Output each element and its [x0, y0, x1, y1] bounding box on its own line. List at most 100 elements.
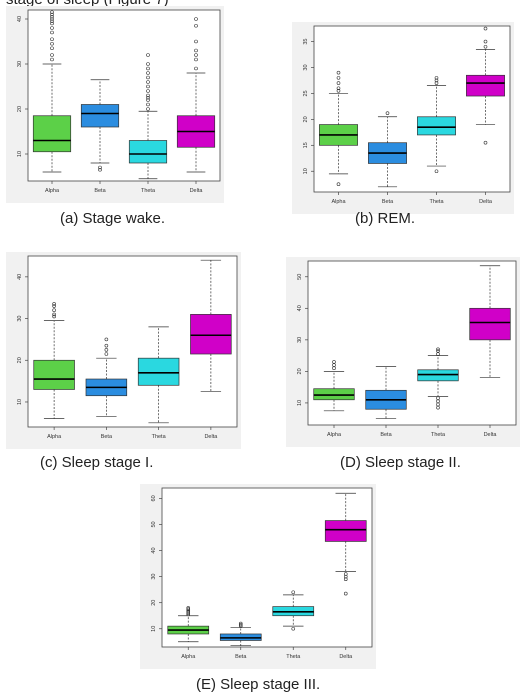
chart-panel-e: 10 20 30 40 50 60 Alpha Beta Theta Delta	[140, 484, 376, 669]
x-tick-label: Theta	[286, 654, 301, 660]
y-tick-label: 30	[17, 315, 23, 321]
caption-a: (a) Stage wake.	[60, 210, 166, 227]
outlier-point	[50, 57, 54, 62]
outlier-point	[291, 626, 296, 631]
outlier-point	[50, 14, 54, 19]
outlier-point	[104, 337, 109, 342]
x-tick-label: Beta	[380, 432, 392, 438]
y-tick-label: 20	[303, 116, 309, 122]
outlier-point	[434, 169, 439, 174]
outlier-point	[343, 572, 348, 576]
box-beta	[365, 366, 407, 420]
outlier-point	[483, 39, 488, 44]
outlier-point	[194, 39, 198, 44]
outlier-point	[146, 80, 150, 84]
outlier-point	[238, 623, 243, 627]
outlier-point	[434, 81, 439, 85]
y-tick-label: 40	[151, 547, 157, 553]
box-theta	[137, 326, 180, 424]
outlier-point	[50, 10, 54, 15]
outlier-point	[186, 607, 191, 612]
plot-frame	[27, 9, 221, 182]
outlier-point	[194, 17, 198, 21]
box-iqr	[324, 520, 367, 542]
box-theta	[417, 347, 459, 410]
outlier-point	[194, 23, 198, 28]
outlier-point	[238, 621, 243, 626]
chart-panel-b: 10 15 20 25 30 35 Alpha Beta Theta Delta	[292, 22, 514, 214]
x-tick-label: Delta	[204, 434, 218, 440]
outlier-point	[186, 612, 191, 617]
outlier-point	[434, 76, 439, 80]
y-tick-label: 40	[297, 305, 303, 311]
x-tick-label: Alpha	[45, 188, 60, 194]
box-delta	[176, 17, 216, 173]
chart-panel-c: 10 20 30 40 Alpha Beta Theta Delta	[6, 252, 241, 449]
x-tick-label: Theta	[429, 199, 444, 205]
outlier-point	[52, 308, 56, 313]
box-theta	[128, 53, 168, 180]
outlier-point	[483, 26, 488, 31]
y-tick-label: 20	[151, 600, 157, 606]
box-delta	[324, 492, 367, 596]
outlier-point	[146, 93, 150, 98]
outlier-point	[52, 314, 56, 319]
y-tick-label: 10	[297, 400, 303, 406]
y-tick-label: 40	[17, 274, 23, 280]
box-iqr	[417, 116, 456, 136]
x-tick-label: Beta	[382, 199, 394, 205]
boxplot-e: 10 20 30 40 50 60 Alpha Beta Theta Delta	[140, 484, 376, 669]
box-alpha	[32, 10, 72, 173]
y-tick-label: 10	[151, 626, 157, 632]
x-tick-label: Delta	[190, 188, 204, 194]
outlier-point	[50, 17, 54, 21]
outlier-point	[194, 66, 198, 71]
x-tick-label: Alpha	[47, 434, 62, 440]
outlier-point	[50, 46, 54, 51]
y-tick-label: 15	[303, 142, 309, 148]
x-tick-label: Alpha	[181, 654, 196, 660]
outlier-point	[336, 76, 341, 80]
outlier-point	[146, 95, 150, 100]
outlier-point	[186, 610, 191, 614]
outlier-point	[146, 53, 150, 57]
outlier-point	[146, 66, 150, 71]
outlier-point	[385, 111, 390, 115]
outlier-point	[336, 89, 341, 93]
y-tick-label: 20	[297, 368, 303, 374]
outlier-point	[483, 140, 488, 145]
caption-d: (D) Sleep stage II.	[340, 454, 461, 471]
x-tick-label: Delta	[484, 432, 498, 438]
y-tick-label: 60	[151, 495, 157, 501]
box-beta	[219, 621, 262, 647]
y-tick-label: 30	[151, 574, 157, 580]
outlier-point	[343, 574, 348, 579]
x-tick-label: Theta	[141, 188, 156, 194]
outlier-point	[104, 348, 109, 352]
y-tick-label: 10	[303, 168, 309, 174]
x-tick-label: Delta	[479, 199, 493, 205]
outlier-point	[146, 107, 150, 111]
outlier-point	[146, 98, 150, 102]
box-beta	[80, 79, 120, 172]
box-beta	[85, 337, 128, 417]
y-tick-label: 40	[17, 16, 23, 22]
x-tick-label: Beta	[235, 654, 247, 660]
y-tick-label: 30	[297, 337, 303, 343]
outlier-point	[146, 75, 150, 80]
box-iqr	[32, 115, 72, 153]
caption-e: (E) Sleep stage III.	[196, 676, 321, 693]
outlier-point	[434, 78, 439, 83]
plot-frame	[313, 25, 511, 193]
box-alpha	[33, 302, 75, 420]
outlier-point	[336, 81, 341, 85]
box-iqr	[33, 359, 75, 390]
outlier-point	[50, 19, 54, 24]
outlier-point	[436, 349, 440, 353]
y-tick-label: 10	[17, 399, 23, 405]
outlier-point	[436, 347, 440, 352]
outlier-point	[332, 360, 336, 364]
outlier-point	[52, 302, 56, 306]
plot-frame	[307, 260, 517, 426]
box-iqr	[80, 104, 120, 128]
